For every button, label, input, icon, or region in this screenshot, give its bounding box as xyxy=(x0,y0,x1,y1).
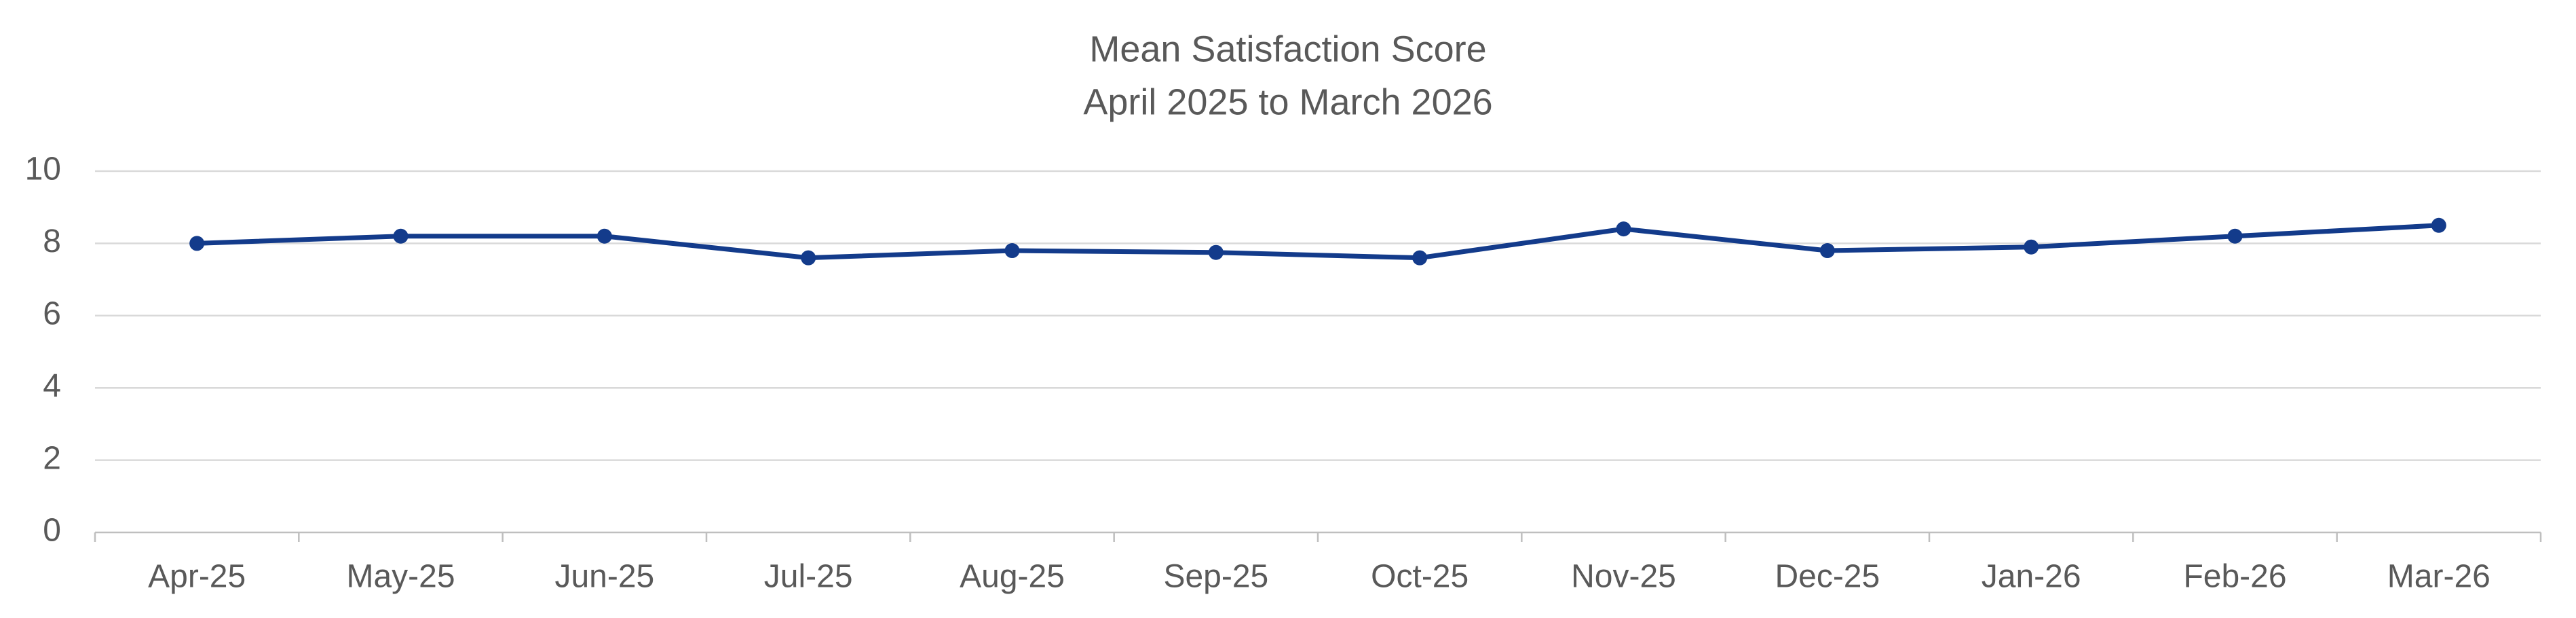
chart-title: Mean Satisfaction Score xyxy=(1089,29,1486,69)
x-tick-label: Apr-25 xyxy=(148,559,246,595)
y-tick-label: 4 xyxy=(43,368,61,404)
x-tick-label: Aug-25 xyxy=(960,559,1065,595)
series-line xyxy=(197,223,2440,261)
data-point xyxy=(1412,250,1428,266)
x-tick-label: Mar-26 xyxy=(2387,559,2490,595)
data-point xyxy=(596,228,612,244)
x-tick-label: Feb-26 xyxy=(2183,559,2286,595)
x-tick-label: Sep-25 xyxy=(1163,559,1268,595)
y-tick-label: 0 xyxy=(43,513,61,549)
data-point xyxy=(393,228,409,244)
data-point xyxy=(2227,228,2243,244)
data-point xyxy=(801,250,816,266)
y-tick-label: 8 xyxy=(43,223,61,259)
y-tick-label: 2 xyxy=(43,440,61,476)
data-point xyxy=(2024,239,2039,255)
data-point xyxy=(1004,243,1020,259)
x-tick-label: Nov-25 xyxy=(1571,559,1676,595)
data-point xyxy=(1819,243,1835,259)
x-tick-label: Jan-26 xyxy=(1982,559,2081,595)
x-tick-label: Jun-25 xyxy=(554,559,654,595)
y-tick-label: 6 xyxy=(43,295,61,331)
x-tick-label: Jul-25 xyxy=(764,559,853,595)
data-point xyxy=(1208,244,1224,260)
x-tick-label: May-25 xyxy=(346,559,455,595)
x-tick-label: Oct-25 xyxy=(1371,559,1469,595)
y-tick-label: 10 xyxy=(25,151,61,187)
x-tick-label: Dec-25 xyxy=(1775,559,1880,595)
data-point xyxy=(1616,221,1631,237)
chart-subtitle: April 2025 to March 2026 xyxy=(1083,81,1492,122)
data-point xyxy=(2431,217,2446,233)
data-point xyxy=(189,236,205,251)
